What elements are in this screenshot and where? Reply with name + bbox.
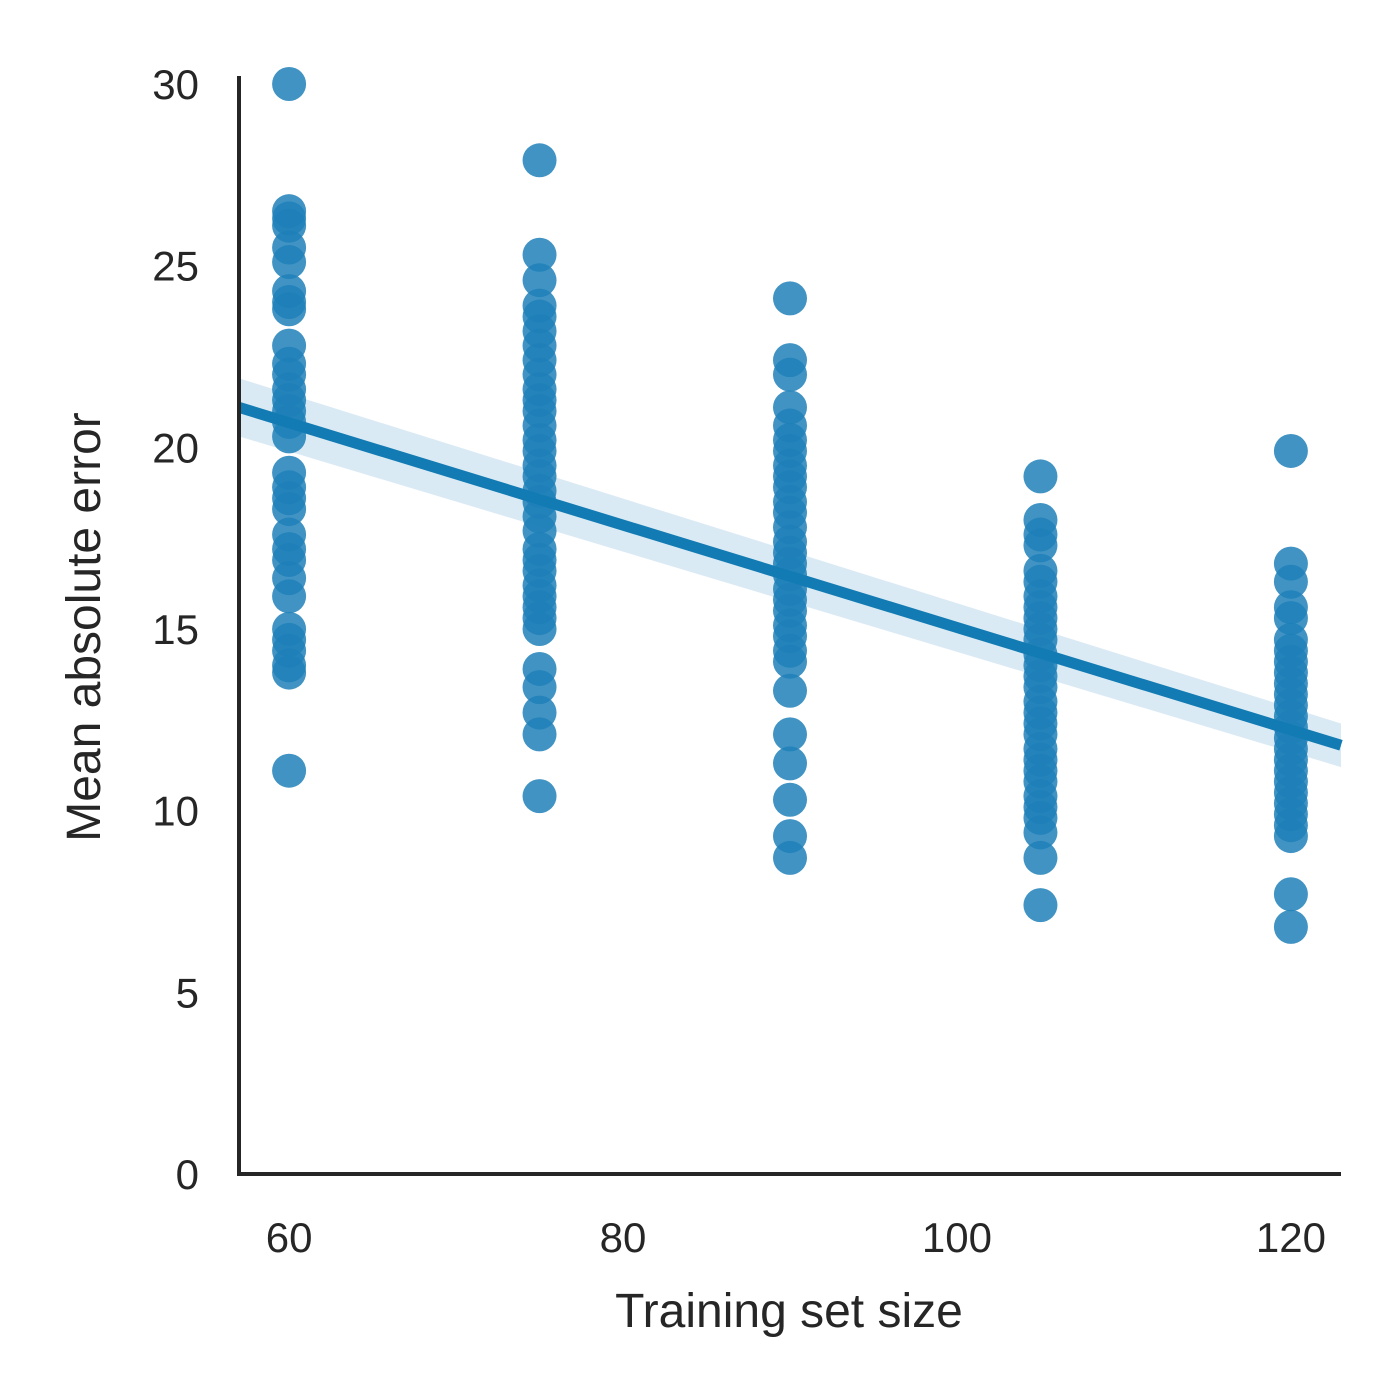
data-point bbox=[1023, 888, 1058, 923]
data-point bbox=[773, 357, 807, 392]
data-point bbox=[272, 292, 307, 327]
axes-layer bbox=[237, 76, 1341, 1176]
data-point bbox=[522, 612, 557, 646]
y-tick-label: 5 bbox=[176, 969, 199, 1016]
data-point bbox=[1273, 433, 1308, 468]
y-tick-label: 30 bbox=[152, 61, 199, 108]
data-point bbox=[773, 840, 807, 875]
data-point bbox=[272, 579, 307, 614]
y-tick-label: 10 bbox=[152, 788, 199, 835]
data-point bbox=[1273, 564, 1308, 599]
data-point bbox=[1273, 877, 1308, 912]
data-point bbox=[522, 143, 557, 178]
data-point bbox=[773, 717, 807, 752]
regression-line bbox=[237, 402, 1343, 751]
x-tick-label: 60 bbox=[266, 1214, 313, 1261]
x-tick-label: 80 bbox=[600, 1214, 647, 1261]
data-point bbox=[522, 237, 557, 272]
data-point bbox=[773, 281, 807, 316]
data-point bbox=[522, 717, 557, 752]
data-point bbox=[1023, 840, 1058, 875]
data-point bbox=[773, 782, 807, 817]
data-point bbox=[1023, 528, 1058, 563]
data-point bbox=[773, 673, 807, 708]
data-point bbox=[1023, 459, 1058, 494]
y-axis-label: Mean absolute error bbox=[58, 412, 111, 842]
regression-line-layer bbox=[237, 402, 1343, 751]
y-tick-label: 20 bbox=[152, 424, 199, 471]
data-point bbox=[272, 492, 307, 527]
data-point bbox=[1023, 815, 1058, 850]
data-point bbox=[522, 263, 557, 298]
data-point bbox=[773, 644, 807, 679]
x-axis-label: Training set size bbox=[615, 1285, 963, 1338]
data-point bbox=[272, 245, 307, 280]
data-point bbox=[1273, 909, 1308, 944]
data-point bbox=[522, 779, 557, 814]
tick-labels-layer: 60 80 100 120 0 5 10 15 20 25 30 bbox=[152, 61, 1326, 1261]
data-point bbox=[272, 67, 307, 101]
data-points-layer bbox=[272, 67, 1308, 944]
x-tick-label: 100 bbox=[922, 1214, 992, 1261]
data-point bbox=[1273, 819, 1308, 854]
x-tick-label: 120 bbox=[1256, 1214, 1326, 1261]
y-tick-label: 0 bbox=[176, 1151, 199, 1198]
data-point bbox=[272, 655, 307, 690]
y-tick-label: 15 bbox=[152, 606, 199, 653]
data-point bbox=[522, 670, 557, 705]
data-point bbox=[773, 746, 807, 781]
y-tick-label: 25 bbox=[152, 243, 199, 290]
data-point bbox=[272, 753, 307, 788]
